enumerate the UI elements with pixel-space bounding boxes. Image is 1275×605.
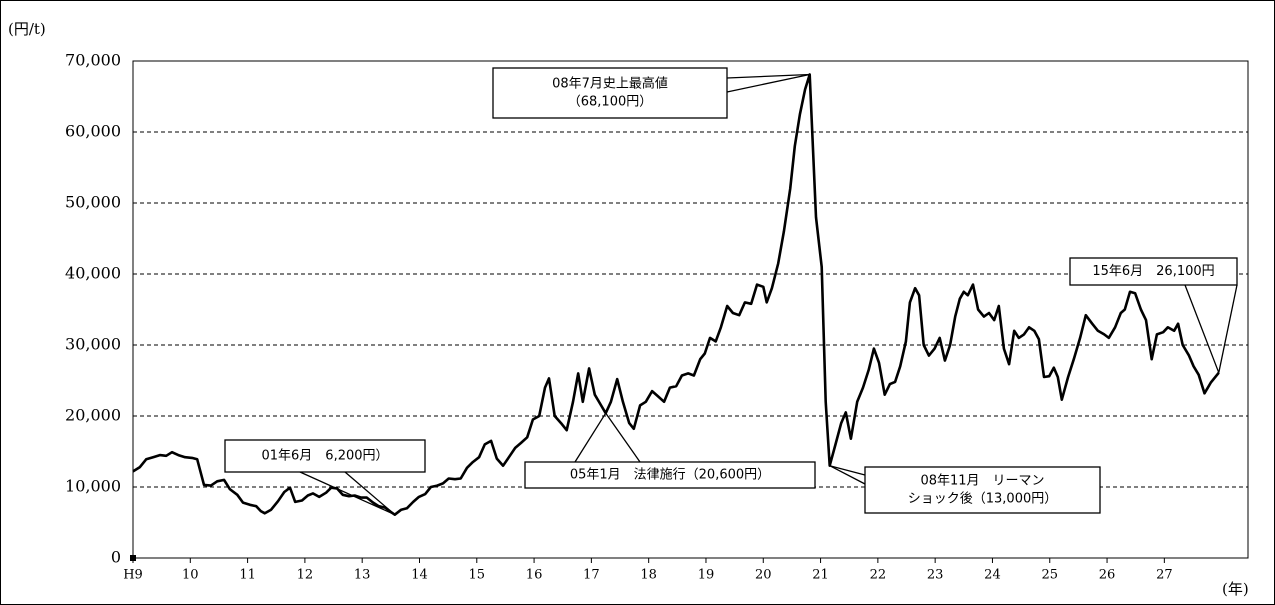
x-tick-label: 26	[1099, 568, 1116, 583]
callout-text: 08年7月史上最高値	[552, 76, 668, 92]
x-tick-label: 14	[411, 568, 428, 583]
callout-leader	[574, 412, 607, 463]
x-tick-label: 15	[469, 568, 486, 583]
callout-box	[864, 466, 1101, 514]
callout-box	[492, 67, 728, 119]
y-tick-label: 60,000	[65, 122, 121, 141]
plot-frame	[132, 60, 1249, 559]
callout-leader	[829, 465, 866, 485]
callout-text: 08年11月 リーマン	[920, 474, 1044, 489]
x-tick-label: 22	[870, 568, 887, 583]
x-tick-label: 11	[239, 568, 256, 583]
x-tick-label: 19	[698, 568, 715, 583]
x-tick-label: 10	[182, 568, 199, 583]
callout-text: ショック後（13,000円）	[908, 492, 1058, 507]
callout-leader	[726, 73, 810, 79]
x-tick-label: 17	[583, 568, 600, 583]
x-tick-label: 24	[984, 568, 1001, 583]
y-tick-label: 70,000	[65, 51, 121, 70]
callout: 08年7月史上最高値 （68,100円）	[492, 67, 810, 119]
callout-leader	[1218, 284, 1238, 373]
callout-box	[1069, 257, 1238, 286]
x-unit-label: (年)	[1222, 580, 1249, 598]
callout-text: （68,100円）	[568, 95, 653, 110]
origin-marker	[130, 555, 136, 561]
callout: 05年1月 法律施行（20,600円）	[524, 412, 816, 489]
callout-box	[224, 439, 426, 473]
x-tick-label: H9	[123, 568, 143, 583]
callout-leader	[726, 73, 810, 93]
x-tick-label: 23	[927, 568, 944, 583]
y-tick-label: 10,000	[65, 477, 121, 496]
y-tick-label: 20,000	[65, 406, 121, 425]
y-tick-label: 0	[111, 548, 121, 567]
callout-leader	[1184, 284, 1220, 373]
data-line	[132, 73, 1220, 516]
x-tick-label: 13	[354, 568, 371, 583]
x-tick-label: 20	[755, 568, 772, 583]
callout-text: 05年1月 法律施行（20,600円）	[570, 468, 770, 483]
y-unit-label: (円/t)	[8, 20, 46, 38]
callout-leader	[344, 471, 396, 516]
callout-leader	[299, 471, 396, 516]
x-tick-label: 25	[1041, 568, 1058, 583]
callout-text: 01年6月 6,200円）	[261, 449, 388, 464]
x-tick-label: 18	[640, 568, 657, 583]
callout-leader	[829, 465, 866, 476]
callout-box	[524, 461, 816, 489]
x-tick-label: 27	[1156, 568, 1173, 583]
callout: 01年6月 6,200円）	[224, 439, 426, 516]
y-tick-label: 40,000	[65, 264, 121, 283]
x-tick-label: 16	[526, 568, 543, 583]
y-tick-label: 50,000	[65, 193, 121, 212]
callout-text: 15年6月 26,100円	[1092, 264, 1214, 279]
callout: 15年6月 26,100円	[1069, 257, 1238, 373]
x-tick-label: 12	[297, 568, 314, 583]
y-tick-label: 30,000	[65, 335, 121, 354]
callout-leader	[605, 412, 641, 463]
x-tick-label: 21	[812, 568, 829, 583]
